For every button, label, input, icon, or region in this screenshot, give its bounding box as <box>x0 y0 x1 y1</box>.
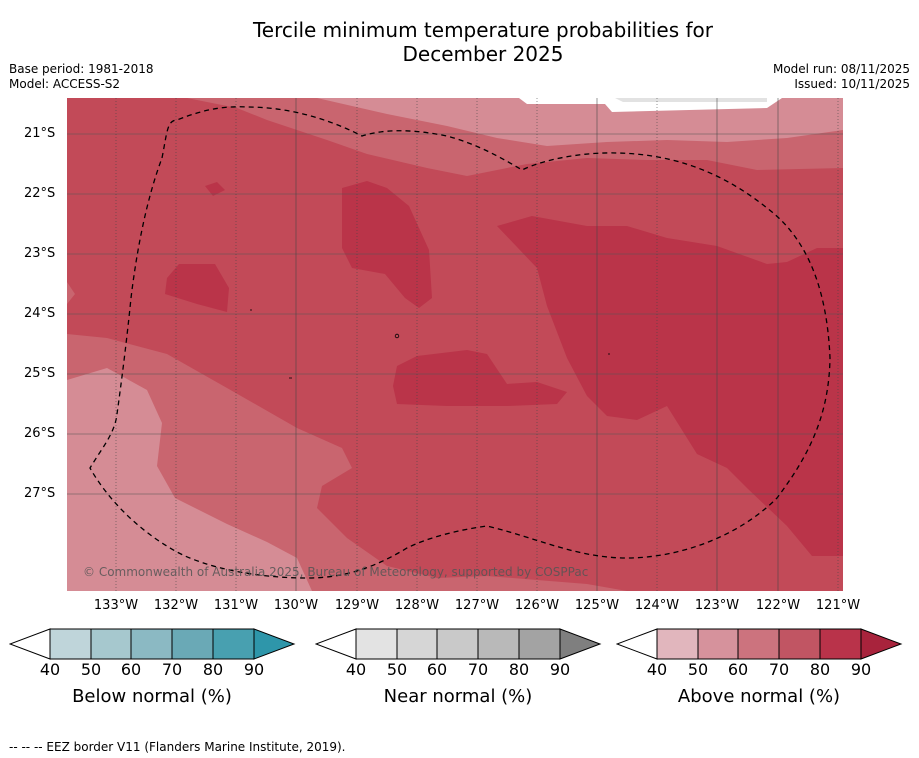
legend-near-normal <box>315 628 603 660</box>
lat-label-22s: 22°S <box>24 186 56 201</box>
lon-label-128w: 128°W <box>394 598 440 613</box>
legend-below-tick: 60 <box>120 660 142 679</box>
eez-footnote: -- -- -- EEZ border V11 (Flanders Marine… <box>9 740 346 754</box>
legend-near-tick: 60 <box>426 660 448 679</box>
legend-above-tick: 70 <box>768 660 790 679</box>
legend-near-tick: 90 <box>549 660 571 679</box>
lon-label-121w: 121°W <box>815 598 861 613</box>
lon-label-126w: 126°W <box>514 598 560 613</box>
lon-label-127w: 127°W <box>454 598 500 613</box>
lat-label-24s: 24°S <box>24 306 56 321</box>
legend-above-bin-3 <box>737 628 780 660</box>
legend-near-bin-5 <box>518 628 561 660</box>
lon-label-131w: 131°W <box>213 598 259 613</box>
legend-below-bin-2 <box>90 628 132 660</box>
title-line-2: December 2025 <box>402 42 564 66</box>
legend-near-bin-4 <box>477 628 520 660</box>
no-data-notch-inner <box>615 98 767 102</box>
legend-below-tick: 70 <box>161 660 183 679</box>
legend-below-extend-low <box>9 628 51 660</box>
legend-below-extend-high <box>253 628 296 660</box>
legend-above-extend-low <box>616 628 658 660</box>
meta-left: Base period: 1981-2018 Model: ACCESS-S2 <box>9 62 154 92</box>
legend-below-tick: 90 <box>243 660 265 679</box>
legend-above-extend-high <box>860 628 903 660</box>
legend-below-normal <box>9 628 297 660</box>
legend-above-tick: 80 <box>809 660 831 679</box>
legend-near-bin-2 <box>396 628 438 660</box>
meta-right: Model run: 08/11/2025 Issued: 10/11/2025 <box>773 62 910 92</box>
legend-below-bin-3 <box>130 628 173 660</box>
title-line-1: Tercile minimum temperature probabilitie… <box>252 18 714 42</box>
island-marks <box>250 309 610 379</box>
legend-near-bin-1 <box>355 628 398 660</box>
zone-60-70-edge <box>67 282 75 304</box>
legend-below-tick: 50 <box>80 660 102 679</box>
legend-above-bin-5 <box>819 628 862 660</box>
legend-above-tick: 40 <box>646 660 668 679</box>
issued-date: Issued: 10/11/2025 <box>794 77 910 91</box>
legend-above-bin-4 <box>778 628 821 660</box>
legend-near-tick: 50 <box>386 660 408 679</box>
lat-label-25s: 25°S <box>24 366 56 381</box>
probability-map <box>67 98 843 591</box>
copyright-notice: © Commonwealth of Australia 2025, Bureau… <box>83 565 589 579</box>
legend-above-bin-1 <box>656 628 699 660</box>
legend-below-bin-4 <box>171 628 214 660</box>
lat-label-26s: 26°S <box>24 426 56 441</box>
zone-80-90-central <box>342 181 432 308</box>
legend-below-tick: 40 <box>39 660 61 679</box>
legend-above-tick: 90 <box>850 660 872 679</box>
lat-label-23s: 23°S <box>24 246 56 261</box>
lon-label-125w: 125°W <box>574 598 620 613</box>
legend-below-bin-5 <box>212 628 255 660</box>
legend-above-normal <box>616 628 904 660</box>
zone-80-90-west <box>165 264 229 312</box>
map-title: Tercile minimum temperature probabilitie… <box>0 18 919 66</box>
legend-above-tick: 50 <box>687 660 709 679</box>
legend-near-bin-3 <box>436 628 479 660</box>
lon-label-123w: 123°W <box>694 598 740 613</box>
lat-label-27s: 27°S <box>24 486 56 501</box>
lon-label-124w: 124°W <box>634 598 680 613</box>
zone-80-90-east <box>497 216 843 556</box>
lon-label-132w: 132°W <box>153 598 199 613</box>
legend-near-tick: 70 <box>467 660 489 679</box>
model-run: Model run: 08/11/2025 <box>772 62 910 76</box>
island-mark <box>394 333 400 339</box>
base-period: Base period: 1981-2018 <box>9 62 154 76</box>
lat-label-21s: 21°S <box>24 126 56 141</box>
lat-gridlines <box>67 133 843 495</box>
model-name: Model: ACCESS-S2 <box>9 77 121 91</box>
eez-border <box>89 106 831 579</box>
legend-near-tick: 80 <box>508 660 530 679</box>
zone-50-60-south <box>67 368 312 591</box>
legend-near-extend-high <box>559 628 602 660</box>
legend-near-extend-low <box>315 628 357 660</box>
legend-above-title: Above normal (%) <box>677 686 841 707</box>
legend-above-bin-2 <box>697 628 739 660</box>
legend-below-bin-1 <box>49 628 92 660</box>
legend-near-tick: 40 <box>345 660 367 679</box>
lon-label-133w: 133°W <box>93 598 139 613</box>
lon-label-130w: 130°W <box>273 598 319 613</box>
legend-below-title: Below normal (%) <box>72 686 232 707</box>
legend-below-tick: 80 <box>202 660 224 679</box>
zone-80-90-mid <box>393 350 567 406</box>
legend-above-tick: 60 <box>727 660 749 679</box>
zone-80-90-small <box>205 182 225 196</box>
lon-gridlines <box>115 98 839 591</box>
lon-label-129w: 129°W <box>334 598 380 613</box>
legend-near-title: Near normal (%) <box>383 686 533 707</box>
lon-label-122w: 122°W <box>755 598 801 613</box>
map-area[interactable] <box>67 98 843 591</box>
